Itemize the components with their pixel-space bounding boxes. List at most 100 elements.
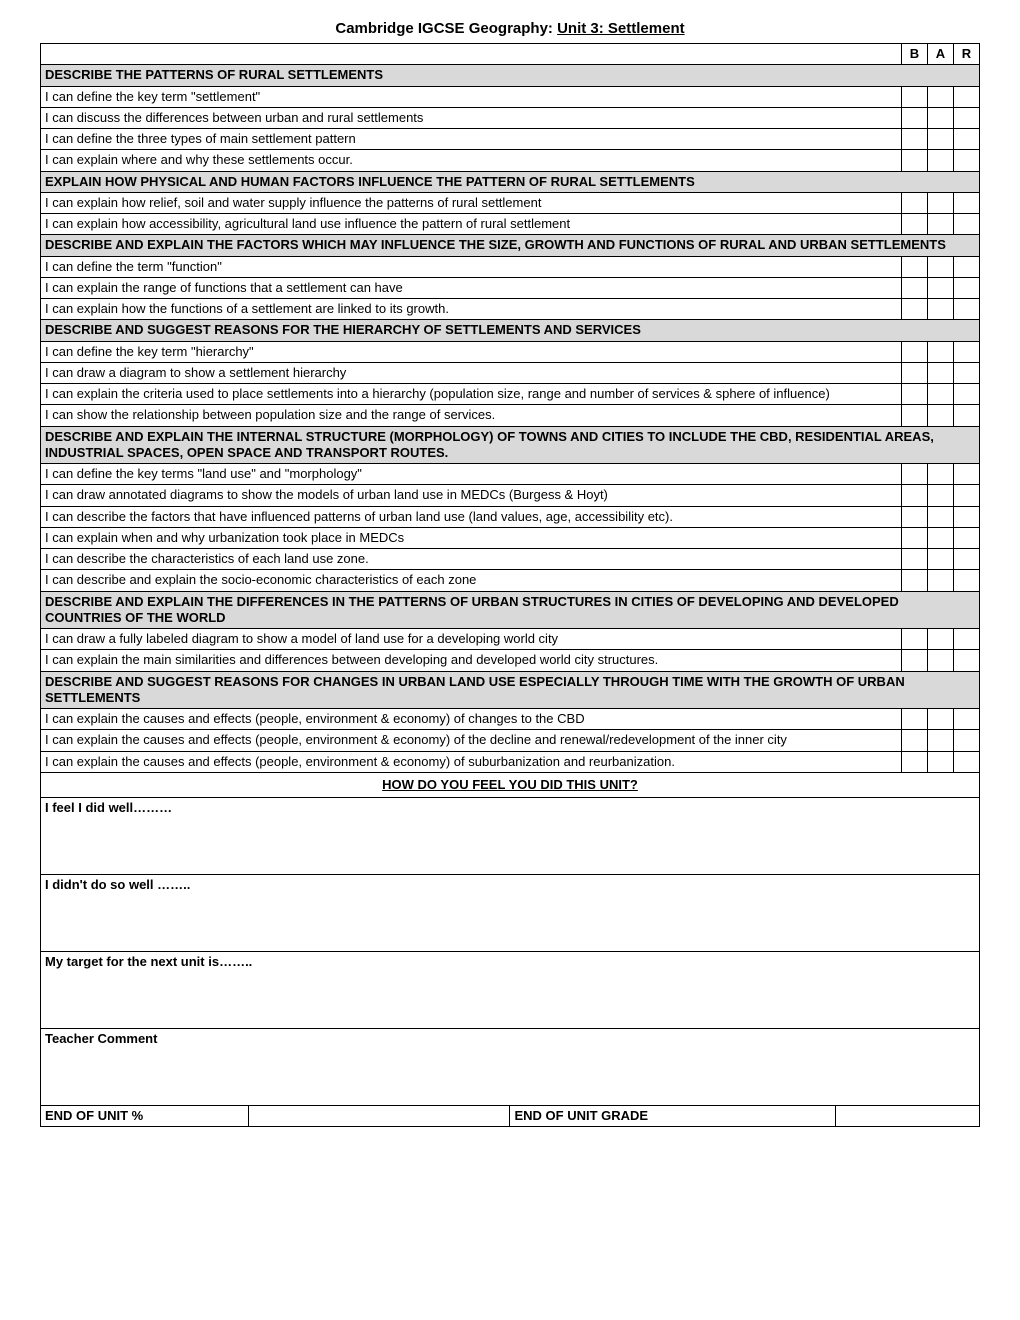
rating-cell[interactable]	[928, 730, 954, 751]
rating-cell[interactable]	[954, 570, 980, 591]
rating-cell[interactable]	[928, 214, 954, 235]
rating-cell[interactable]	[902, 107, 928, 128]
rating-cell[interactable]	[902, 506, 928, 527]
rating-cell[interactable]	[954, 256, 980, 277]
rating-cell[interactable]	[928, 129, 954, 150]
checklist-item-row: I can discuss the differences between ur…	[41, 107, 980, 128]
rating-cell[interactable]	[928, 549, 954, 570]
rating-cell[interactable]	[954, 485, 980, 506]
checklist-item-row: I can explain the range of functions tha…	[41, 277, 980, 298]
section-header: DESCRIBE AND SUGGEST REASONS FOR CHANGES…	[41, 671, 980, 709]
rating-cell[interactable]	[928, 299, 954, 320]
rating-cell[interactable]	[902, 277, 928, 298]
rating-cell[interactable]	[954, 86, 980, 107]
reflection-cell[interactable]: I didn't do so well ……..	[41, 875, 980, 952]
rating-cell[interactable]	[928, 650, 954, 671]
rating-cell[interactable]	[954, 730, 980, 751]
checklist-item: I can explain the criteria used to place…	[41, 384, 902, 405]
checklist-item: I can explain the causes and effects (pe…	[41, 751, 902, 772]
rating-cell[interactable]	[902, 485, 928, 506]
rating-cell[interactable]	[928, 150, 954, 171]
checklist-item: I can show the relationship between popu…	[41, 405, 902, 426]
rating-cell[interactable]	[902, 150, 928, 171]
rating-cell[interactable]	[902, 570, 928, 591]
rating-cell[interactable]	[928, 629, 954, 650]
reflection-cell[interactable]: Teacher Comment	[41, 1029, 980, 1106]
rating-cell[interactable]	[928, 277, 954, 298]
rating-cell[interactable]	[928, 506, 954, 527]
rating-cell[interactable]	[954, 299, 980, 320]
rating-cell[interactable]	[928, 192, 954, 213]
rating-cell[interactable]	[928, 341, 954, 362]
rating-cell[interactable]	[902, 341, 928, 362]
rating-cell[interactable]	[954, 362, 980, 383]
empty-header	[41, 44, 902, 65]
rating-cell[interactable]	[928, 256, 954, 277]
rating-cell[interactable]	[954, 214, 980, 235]
rating-cell[interactable]	[902, 405, 928, 426]
section-header: DESCRIBE AND EXPLAIN THE INTERNAL STRUCT…	[41, 426, 980, 464]
rating-cell[interactable]	[928, 464, 954, 485]
rating-cell[interactable]	[902, 362, 928, 383]
rating-cell[interactable]	[902, 256, 928, 277]
checklist-item-row: I can explain how the functions of a set…	[41, 299, 980, 320]
rating-cell[interactable]	[954, 277, 980, 298]
rating-cell[interactable]	[902, 751, 928, 772]
rating-cell[interactable]	[954, 549, 980, 570]
rating-cell[interactable]	[928, 362, 954, 383]
checklist-item-row: I can define the three types of main set…	[41, 129, 980, 150]
checklist-item: I can define the three types of main set…	[41, 129, 902, 150]
rating-cell[interactable]	[928, 86, 954, 107]
rating-cell[interactable]	[954, 150, 980, 171]
rating-cell[interactable]	[954, 709, 980, 730]
rating-cell[interactable]	[902, 86, 928, 107]
rating-cell[interactable]	[928, 751, 954, 772]
rating-cell[interactable]	[954, 527, 980, 548]
rating-cell[interactable]	[902, 384, 928, 405]
rating-cell[interactable]	[902, 650, 928, 671]
rating-cell[interactable]	[954, 650, 980, 671]
rating-cell[interactable]	[902, 192, 928, 213]
rating-cell[interactable]	[954, 107, 980, 128]
rating-cell[interactable]	[902, 299, 928, 320]
title-prefix: Cambridge IGCSE Geography:	[335, 20, 557, 37]
rating-cell[interactable]	[954, 629, 980, 650]
rating-cell[interactable]	[954, 129, 980, 150]
rating-cell[interactable]	[928, 384, 954, 405]
rating-cell[interactable]	[928, 485, 954, 506]
rating-cell[interactable]	[902, 129, 928, 150]
rating-cell[interactable]	[954, 405, 980, 426]
rating-cell[interactable]	[954, 751, 980, 772]
end-of-unit-percent-label: END OF UNIT %	[41, 1106, 249, 1127]
checklist-item: I can explain the range of functions tha…	[41, 277, 902, 298]
rating-cell[interactable]	[928, 527, 954, 548]
rating-cell[interactable]	[954, 384, 980, 405]
rating-cell[interactable]	[902, 549, 928, 570]
title-unit: Unit 3: Settlement	[557, 20, 685, 37]
section-header-row: EXPLAIN HOW PHYSICAL AND HUMAN FACTORS I…	[41, 171, 980, 192]
rating-cell[interactable]	[954, 464, 980, 485]
rating-cell[interactable]	[954, 341, 980, 362]
checklist-item-row: I can define the key term "hierarchy"	[41, 341, 980, 362]
rating-cell[interactable]	[954, 506, 980, 527]
end-of-unit-grade-value[interactable]	[835, 1106, 979, 1127]
rating-cell[interactable]	[928, 709, 954, 730]
rating-cell[interactable]	[902, 527, 928, 548]
rating-cell[interactable]	[902, 629, 928, 650]
rating-cell[interactable]	[928, 107, 954, 128]
reflection-cell[interactable]: I feel I did well………	[41, 798, 980, 875]
rating-cell[interactable]	[902, 464, 928, 485]
checklist-item: I can describe the characteristics of ea…	[41, 549, 902, 570]
rating-cell[interactable]	[928, 570, 954, 591]
rating-cell[interactable]	[954, 192, 980, 213]
rating-cell[interactable]	[902, 730, 928, 751]
checklist-item-row: I can explain where and why these settle…	[41, 150, 980, 171]
checklist-item-row: I can explain how relief, soil and water…	[41, 192, 980, 213]
col-b: B	[902, 44, 928, 65]
section-header-row: DESCRIBE AND SUGGEST REASONS FOR THE HIE…	[41, 320, 980, 341]
rating-cell[interactable]	[928, 405, 954, 426]
rating-cell[interactable]	[902, 709, 928, 730]
reflection-cell[interactable]: My target for the next unit is……..	[41, 952, 980, 1029]
end-of-unit-percent-value[interactable]	[248, 1106, 510, 1127]
rating-cell[interactable]	[902, 214, 928, 235]
